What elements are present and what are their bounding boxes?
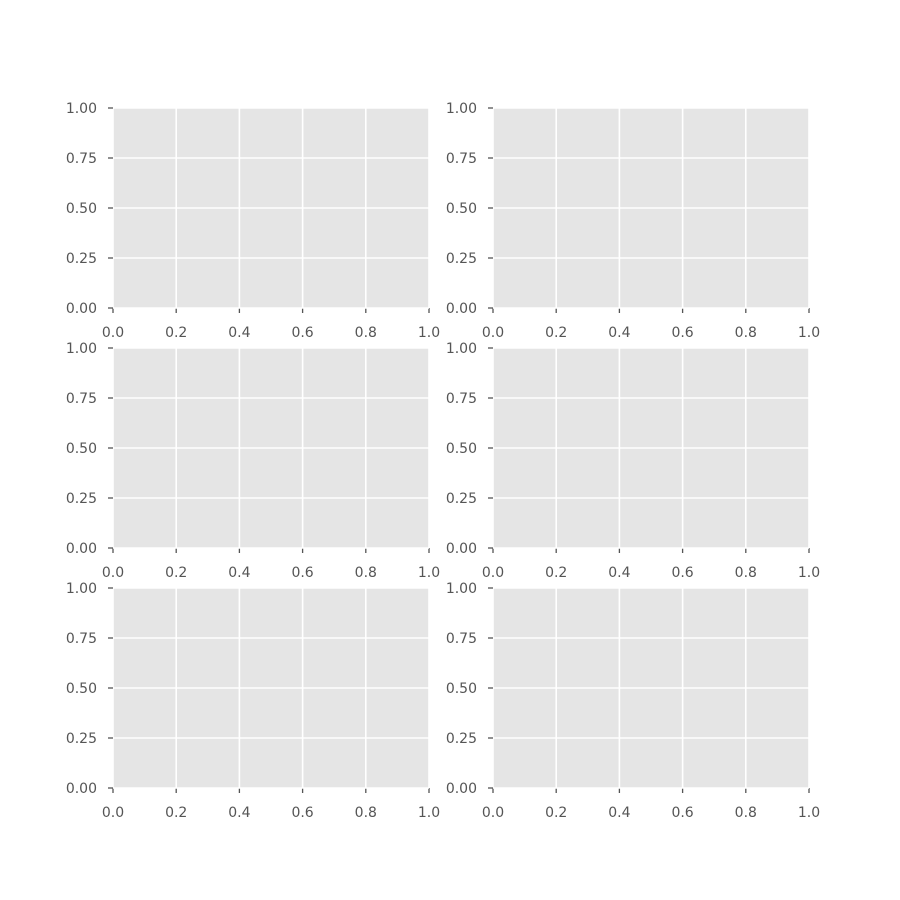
x-tick-label: 0.0 xyxy=(482,805,504,821)
y-tick-label: 0.75 xyxy=(66,151,97,167)
y-tick-label: 0.00 xyxy=(66,301,97,317)
y-tick-label: 0.50 xyxy=(66,681,97,697)
x-tick-label: 1.0 xyxy=(798,805,820,821)
y-tick-label: 0.50 xyxy=(446,201,477,217)
x-tick-label: 0.4 xyxy=(228,325,250,341)
x-tick-label: 1.0 xyxy=(418,805,440,821)
y-tick-label: 0.75 xyxy=(66,631,97,647)
y-tick-label: 0.50 xyxy=(66,441,97,457)
x-tick-label: 1.0 xyxy=(798,565,820,581)
subplot-3: 0.0 0.2 0.4 0.6 0.8 1.0 0.00 0.25 0.50 0.75 1.00 xyxy=(66,341,440,581)
x-tick-label: 0.2 xyxy=(545,805,567,821)
x-tick-label: 1.0 xyxy=(418,565,440,581)
y-tick-label: 0.50 xyxy=(66,201,97,217)
x-tick-label: 0.0 xyxy=(482,565,504,581)
y-tick-label: 1.00 xyxy=(66,581,97,597)
x-tick-label: 0.0 xyxy=(102,805,124,821)
x-tick-label: 0.8 xyxy=(735,805,757,821)
y-tick-label: 0.25 xyxy=(446,731,477,747)
x-tick-label: 0.2 xyxy=(545,325,567,341)
x-tick-label: 0.0 xyxy=(482,325,504,341)
x-tick-label: 0.4 xyxy=(608,325,630,341)
x-tick-label: 0.6 xyxy=(671,805,693,821)
x-tick-label: 0.2 xyxy=(165,565,187,581)
x-tick-label: 0.0 xyxy=(102,565,124,581)
y-tick-label: 0.25 xyxy=(446,251,477,267)
y-tick-label: 1.00 xyxy=(446,341,477,357)
y-tick-label: 0.50 xyxy=(446,441,477,457)
x-tick-label: 0.6 xyxy=(291,325,313,341)
subplot-1: 0.0 0.2 0.4 0.6 0.8 1.0 0.00 0.25 0.50 0.75 1.00 xyxy=(66,101,440,341)
x-tick-label: 0.0 xyxy=(102,325,124,341)
y-tick-label: 0.25 xyxy=(66,491,97,507)
y-tick-label: 1.00 xyxy=(446,581,477,597)
subplot-2: 0.0 0.2 0.4 0.6 0.8 1.0 0.00 0.25 0.50 0.75 1.00 xyxy=(446,101,820,341)
x-tick-label: 0.8 xyxy=(735,325,757,341)
x-tick-label: 0.8 xyxy=(355,565,377,581)
x-tick-label: 0.4 xyxy=(608,565,630,581)
x-tick-label: 0.2 xyxy=(165,325,187,341)
x-tick-label: 0.6 xyxy=(671,565,693,581)
x-tick-label: 0.8 xyxy=(735,565,757,581)
x-tick-label: 0.8 xyxy=(355,805,377,821)
y-tick-label: 0.00 xyxy=(446,541,477,557)
y-tick-label: 0.25 xyxy=(66,731,97,747)
y-tick-label: 0.25 xyxy=(66,251,97,267)
x-tick-label: 0.8 xyxy=(355,325,377,341)
y-tick-label: 0.75 xyxy=(446,391,477,407)
x-tick-label: 1.0 xyxy=(418,325,440,341)
x-tick-label: 0.4 xyxy=(228,805,250,821)
subplot-6: 0.0 0.2 0.4 0.6 0.8 1.0 0.00 0.25 0.50 0.75 1.00 xyxy=(446,581,820,821)
x-tick-label: 0.6 xyxy=(671,325,693,341)
y-tick-label: 0.50 xyxy=(446,681,477,697)
y-tick-label: 0.00 xyxy=(446,781,477,797)
y-tick-label: 0.75 xyxy=(66,391,97,407)
x-tick-label: 0.2 xyxy=(165,805,187,821)
x-tick-label: 0.6 xyxy=(291,805,313,821)
subplot-4: 0.0 0.2 0.4 0.6 0.8 1.0 0.00 0.25 0.50 0.75 1.00 xyxy=(446,341,820,581)
y-tick-label: 0.75 xyxy=(446,151,477,167)
x-tick-label: 0.2 xyxy=(545,565,567,581)
x-tick-label: 1.0 xyxy=(798,325,820,341)
y-tick-label: 0.75 xyxy=(446,631,477,647)
y-tick-label: 0.25 xyxy=(446,491,477,507)
y-tick-label: 1.00 xyxy=(446,101,477,117)
y-tick-label: 0.00 xyxy=(66,541,97,557)
y-tick-label: 0.00 xyxy=(66,781,97,797)
x-tick-label: 0.6 xyxy=(291,565,313,581)
x-tick-label: 0.4 xyxy=(228,565,250,581)
y-tick-label: 0.00 xyxy=(446,301,477,317)
subplot-5: 0.0 0.2 0.4 0.6 0.8 1.0 0.00 0.25 0.50 0.75 1.00 xyxy=(66,581,440,821)
y-tick-label: 1.00 xyxy=(66,101,97,117)
y-tick-label: 1.00 xyxy=(66,341,97,357)
x-tick-label: 0.4 xyxy=(608,805,630,821)
